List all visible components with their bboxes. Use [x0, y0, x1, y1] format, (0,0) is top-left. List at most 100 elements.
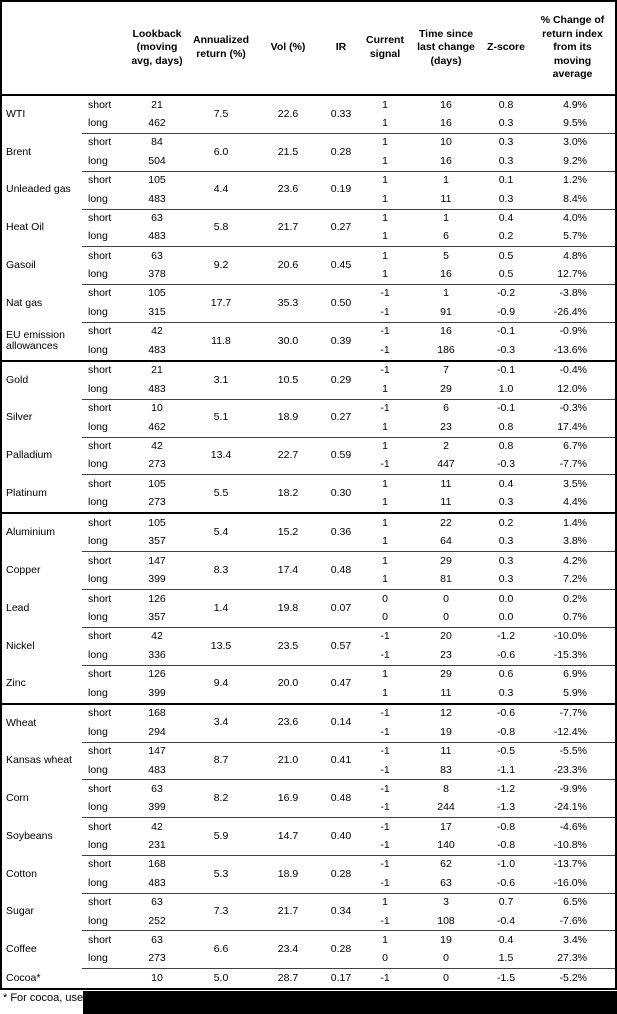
- cell-lookback: 399: [148, 801, 166, 814]
- table-row: Silver short 10 5.1 18.9 0.27 -1 6 -0.1 -0.3%: [2, 398, 615, 438]
- cell-lookback: 357: [148, 610, 166, 623]
- cell-vol: 20.6: [254, 246, 322, 285]
- table-row: long 483 -1 63 -0.6 -16.0%: [2, 874, 615, 893]
- cell-pct-change: 5.9%: [563, 686, 587, 699]
- cell-commodity-name: Cocoa*: [6, 971, 41, 984]
- cell-z-score: 0.3: [498, 686, 514, 699]
- table-row: long 399 1 11 0.3 5.9%: [2, 684, 615, 704]
- table-row: long 273 1 11 0.3 4.4%: [2, 494, 615, 514]
- cell-annualized-return: 4.4: [188, 170, 254, 210]
- cell-position: long: [88, 420, 108, 433]
- cell-current-signal: 1: [382, 496, 388, 509]
- table-row: Unleaded gas short 105 4.4 23.6 0.19 1 1 0.1 1.2%: [2, 170, 615, 210]
- cell-current-signal: 1: [360, 664, 410, 685]
- cell-time-since-last-change: 7: [410, 359, 482, 381]
- cell-pct-change: -7.7%: [559, 458, 587, 471]
- cell-pct-change: 17.4%: [557, 420, 587, 433]
- cell-ir: 0.34: [322, 892, 360, 931]
- cell-time-since-last-change: 6: [410, 398, 482, 419]
- table-row: long 294 -1 19 -0.8 -12.4%: [2, 723, 615, 742]
- cell-annualized-return: 7.5: [188, 94, 254, 134]
- cell-current-signal: 1: [360, 474, 410, 494]
- cell-current-signal: -1: [360, 626, 410, 647]
- cell-pct-change: -5.2%: [530, 968, 615, 988]
- cell-ir: 0.27: [322, 208, 360, 247]
- cell-commodity-name: Gold: [2, 359, 82, 400]
- table-row: long 252 -1 108 -0.4 -7.6%: [2, 912, 615, 931]
- cell-z-score: 1.5: [498, 952, 514, 965]
- cell-pct-change: 27.3%: [557, 952, 587, 965]
- cell-pct-change: 5.7%: [563, 230, 587, 243]
- cell-time-since-last-change: 244: [437, 801, 455, 814]
- cell-current-signal: 0: [382, 952, 388, 965]
- cell-time-since-last-change: 108: [437, 914, 455, 927]
- cell-time-since-last-change: 11: [440, 686, 452, 699]
- cell-position: long: [88, 648, 108, 661]
- table-row: Palladium short 42 13.4 22.7 0.59 1 2 0.8 6.7%: [2, 436, 615, 475]
- cell-annualized-return: 11.8: [188, 321, 254, 361]
- cell-current-signal: 1: [382, 535, 388, 548]
- cell-position: long: [88, 305, 108, 318]
- cell-z-score: -0.8: [496, 839, 516, 851]
- cell-commodity-name: Silver: [6, 411, 33, 424]
- cell-position: long: [88, 686, 108, 699]
- cell-time-since-last-change: 29: [440, 382, 452, 395]
- cell-z-score: 0.3: [498, 117, 514, 130]
- cell-position: short: [82, 741, 126, 762]
- cell-ir: 0.36: [322, 512, 360, 552]
- cell-lookback: 483: [148, 763, 166, 776]
- cell-time-since-last-change: 83: [440, 763, 452, 776]
- table-row: long 315 -1 91 -0.9 -26.4%: [2, 303, 615, 322]
- cell-ir: 0.40: [322, 817, 360, 856]
- cell-position: long: [88, 573, 108, 586]
- cell-pct-change: -26.4%: [553, 305, 587, 318]
- cell-z-score: -1.1: [496, 763, 516, 776]
- cell-z-score: -0.6: [496, 876, 516, 889]
- col-header-z-score: Z-score: [482, 2, 530, 96]
- cell-ir: 0.28: [322, 133, 360, 172]
- cell-vol: 23.4: [254, 930, 322, 969]
- cell-z-score: 0.0: [482, 589, 530, 609]
- cell-pct-change: 0.2%: [530, 589, 615, 609]
- cell-position: short: [82, 817, 126, 837]
- col-header-pct-change: % Change of return index from its moving…: [530, 2, 615, 96]
- cell-pct-change: -10.0%: [530, 626, 615, 647]
- cell-vol: 14.7: [254, 817, 322, 856]
- cell-position: short: [82, 589, 126, 609]
- table-header: Lookback (moving avg, days) Annualized r…: [2, 2, 615, 96]
- cell-current-signal: -1: [360, 741, 410, 762]
- cell-current-signal: -1: [380, 458, 390, 471]
- cell-pct-change: 7.2%: [563, 573, 587, 586]
- cell-pct-change: -5.5%: [530, 741, 615, 762]
- cell-z-score: 0.4: [482, 930, 530, 950]
- cell-annualized-return: 9.4: [188, 664, 254, 704]
- cell-lookback: 483: [148, 382, 166, 395]
- table-row: Soybeans short 42 5.9 14.7 0.40 -1 17 -0.8 -4.6%: [2, 817, 615, 856]
- cell-vol: 16.9: [254, 779, 322, 818]
- cell-z-score: -0.6: [482, 702, 530, 724]
- cell-time-since-last-change: 140: [437, 839, 455, 851]
- cell-z-score: -0.1: [482, 359, 530, 381]
- cell-z-score: -0.6: [496, 648, 516, 661]
- cell-time-since-last-change: 1: [410, 208, 482, 228]
- cell-pct-change: 4.4%: [563, 496, 587, 509]
- cell-lookback: 42: [126, 817, 188, 837]
- table-row: long 483 1 29 1.0 12.0%: [2, 380, 615, 399]
- cell-z-score: -0.1: [482, 321, 530, 342]
- table-row: Gold short 21 3.1 10.5 0.29 -1 7 -0.1 -0.4%: [2, 359, 615, 400]
- cell-time-since-last-change: 6: [443, 230, 449, 243]
- cell-commodity-name: Corn: [6, 792, 29, 805]
- cell-current-signal: 1: [382, 154, 388, 167]
- col-header-commodity: [2, 2, 82, 96]
- cell-z-score: 0.2: [482, 512, 530, 534]
- table-row: Copper short 147 8.3 17.4 0.48 1 29 0.3 4.2%: [2, 551, 615, 590]
- cell-current-signal: 1: [360, 208, 410, 228]
- cell-pct-change: 4.9%: [530, 94, 615, 115]
- cell-lookback: 10: [126, 968, 188, 988]
- cell-pct-change: -4.6%: [530, 817, 615, 837]
- cell-vol: 17.4: [254, 551, 322, 590]
- col-header-vol: Vol (%): [254, 2, 322, 96]
- cell-current-signal: -1: [380, 763, 390, 776]
- cell-time-since-last-change: 16: [440, 117, 452, 130]
